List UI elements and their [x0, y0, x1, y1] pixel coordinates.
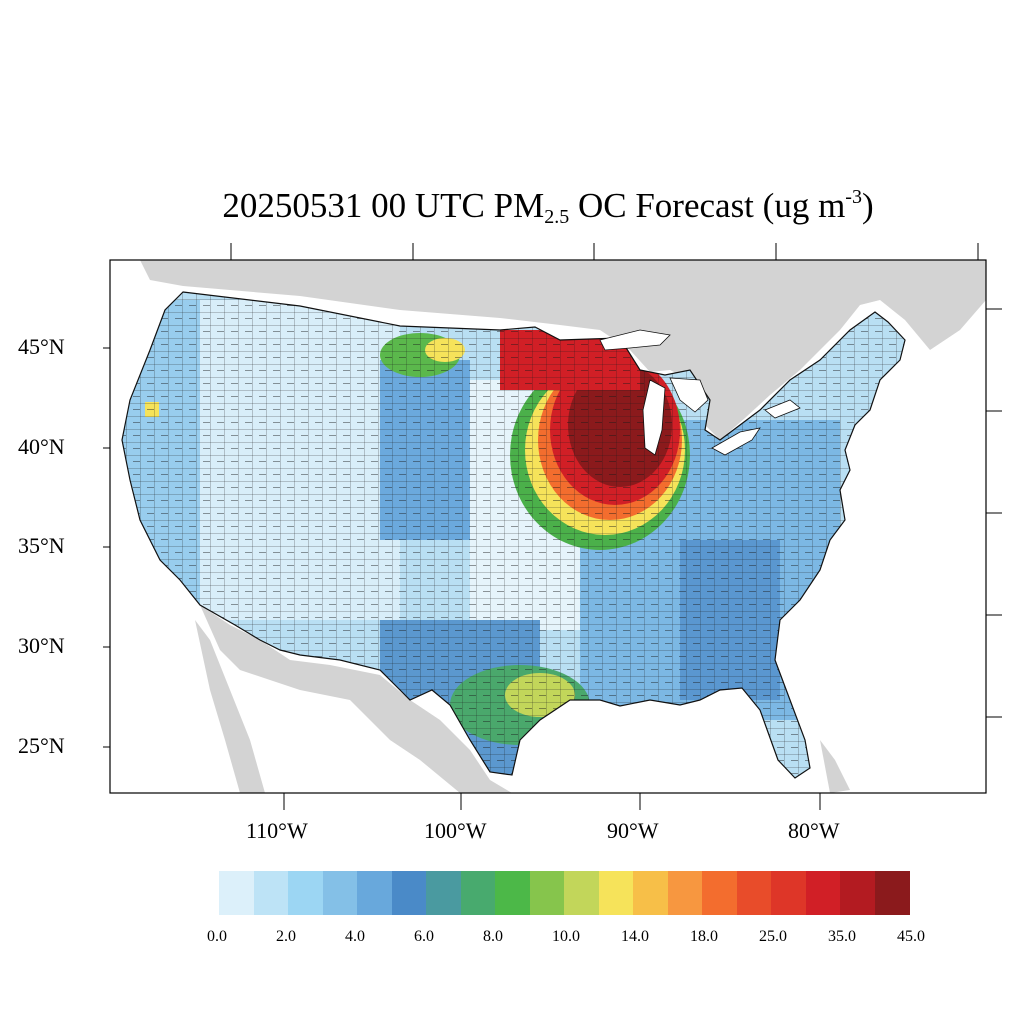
- colorbar-label: 2.0: [276, 928, 296, 945]
- colorbar-cell: [426, 871, 461, 915]
- lon-label: 110°W: [246, 818, 308, 843]
- colorbar-cell: [840, 871, 875, 915]
- great-lakes: [599, 329, 801, 456]
- colorbar-cell: [219, 871, 254, 915]
- colorbar-label: 18.0: [690, 928, 718, 945]
- lat-label: 40°N: [18, 434, 65, 459]
- lon-label: 100°W: [424, 818, 487, 843]
- colorbar-cell: [529, 871, 565, 915]
- colorbar-cell: [633, 871, 668, 915]
- map-title: 20250531 00 UTC PM2.5 OC Forecast (ug m-…: [222, 186, 874, 228]
- axis-ticks: [103, 243, 1002, 810]
- map-frame: [109, 259, 987, 794]
- lat-label: 25°N: [18, 733, 65, 758]
- colorbar-label: 10.0: [552, 928, 580, 945]
- colorbar-label: 35.0: [828, 928, 856, 945]
- lat-label: 45°N: [18, 334, 65, 359]
- colorbar-cell: [874, 871, 910, 915]
- colorbar-label: 6.0: [414, 928, 434, 945]
- lon-label: 80°W: [788, 818, 840, 843]
- colorbar-cell: [391, 871, 427, 915]
- colorbar-cell: [357, 871, 392, 915]
- colorbar-cell: [667, 871, 703, 915]
- lat-label: 30°N: [18, 633, 65, 658]
- colorbar-cell: [253, 871, 289, 915]
- colorbar-cell: [288, 871, 323, 915]
- colorbar-cell: [460, 871, 496, 915]
- lon-label: 90°W: [607, 818, 659, 843]
- colorbar-label: 0.0: [207, 928, 227, 945]
- colorbar-label: 45.0: [897, 928, 925, 945]
- colorbar-label: 14.0: [621, 928, 649, 945]
- land-mass: [140, 260, 986, 793]
- colorbar-cell: [564, 871, 599, 915]
- colorbar-cell: [805, 871, 841, 915]
- colorbar-cell: [771, 871, 806, 915]
- colorbar-label: 4.0: [345, 928, 365, 945]
- colorbar-label: 25.0: [759, 928, 787, 945]
- lat-label: 35°N: [18, 533, 65, 558]
- us-outline: [121, 291, 906, 779]
- colorbar-label: 8.0: [483, 928, 503, 945]
- colorbar-cell: [495, 871, 530, 915]
- colorbar-cell: [598, 871, 634, 915]
- colorbar-cell: [736, 871, 772, 915]
- colorbar-cell: [702, 871, 737, 915]
- colorbar-cell: [322, 871, 358, 915]
